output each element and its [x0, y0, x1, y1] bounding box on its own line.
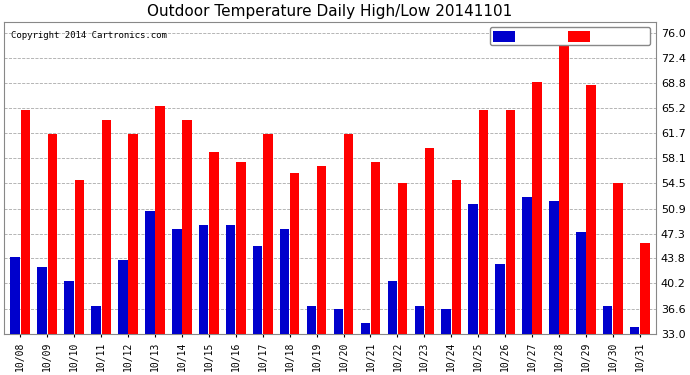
Bar	[469, 204, 477, 334]
Legend: Low  (°F), High  (°F): Low (°F), High (°F)	[490, 27, 651, 45]
Bar	[209, 152, 219, 334]
Bar	[290, 173, 299, 334]
Bar	[280, 229, 289, 334]
Bar	[415, 306, 424, 334]
Bar	[425, 148, 434, 334]
Bar	[48, 134, 57, 334]
Bar	[630, 327, 640, 334]
Bar	[182, 120, 192, 334]
Bar	[75, 180, 84, 334]
Bar	[253, 246, 262, 334]
Bar	[560, 29, 569, 334]
Bar	[155, 106, 165, 334]
Bar	[398, 183, 407, 334]
Bar	[236, 162, 246, 334]
Bar	[172, 229, 181, 334]
Bar	[495, 264, 505, 334]
Bar	[37, 267, 47, 334]
Bar	[522, 197, 532, 334]
Bar	[549, 201, 559, 334]
Text: Copyright 2014 Cartronics.com: Copyright 2014 Cartronics.com	[10, 31, 166, 40]
Bar	[10, 257, 20, 334]
Bar	[361, 323, 370, 334]
Bar	[226, 225, 235, 334]
Bar	[442, 309, 451, 334]
Bar	[344, 134, 353, 334]
Bar	[334, 309, 343, 334]
Bar	[640, 243, 650, 334]
Bar	[506, 110, 515, 334]
Bar	[118, 260, 128, 334]
Bar	[64, 281, 74, 334]
Bar	[452, 180, 461, 334]
Bar	[101, 120, 111, 334]
Bar	[145, 211, 155, 334]
Bar	[317, 166, 326, 334]
Bar	[586, 86, 595, 334]
Bar	[128, 134, 138, 334]
Bar	[533, 82, 542, 334]
Bar	[307, 306, 316, 334]
Bar	[91, 306, 101, 334]
Bar	[263, 134, 273, 334]
Bar	[479, 110, 488, 334]
Bar	[576, 232, 586, 334]
Title: Outdoor Temperature Daily High/Low 20141101: Outdoor Temperature Daily High/Low 20141…	[148, 4, 513, 19]
Bar	[21, 110, 30, 334]
Bar	[199, 225, 208, 334]
Bar	[371, 162, 380, 334]
Bar	[613, 183, 622, 334]
Bar	[603, 306, 613, 334]
Bar	[388, 281, 397, 334]
